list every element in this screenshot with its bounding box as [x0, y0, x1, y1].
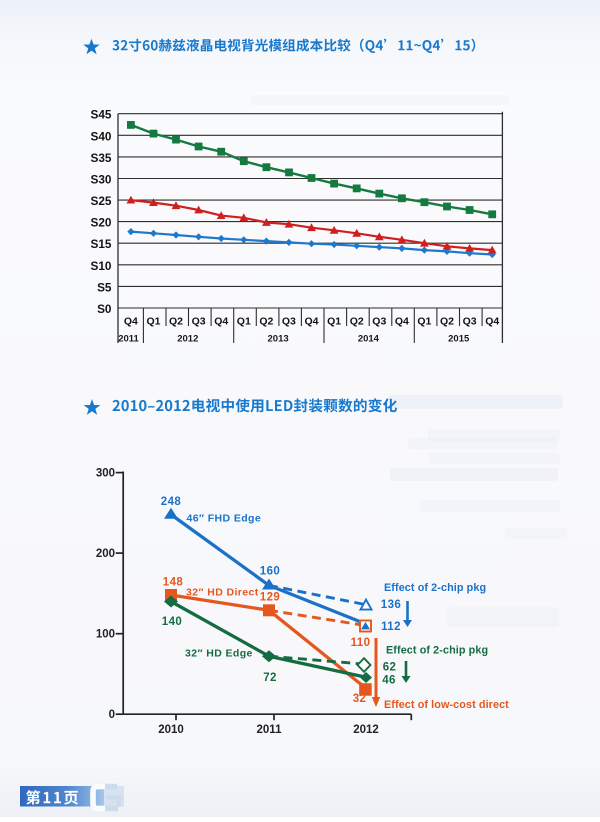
- svg-text:Effect of low-cost direct: Effect of low-cost direct: [384, 699, 509, 711]
- svg-text:112: 112: [381, 621, 401, 633]
- svg-text:Q4: Q4: [304, 316, 318, 328]
- svg-text:2011: 2011: [257, 724, 283, 736]
- svg-text:2012: 2012: [177, 334, 198, 345]
- svg-text:Effect of 2-chip pkg: Effect of 2-chip pkg: [386, 645, 488, 657]
- svg-text:Q3: Q3: [192, 316, 206, 328]
- svg-text:62: 62: [383, 662, 397, 674]
- svg-text:100: 100: [96, 629, 115, 641]
- svg-text:S0: S0: [97, 302, 112, 316]
- svg-text:46″ FHD Edge: 46″ FHD Edge: [187, 513, 262, 525]
- svg-text:Q1: Q1: [146, 316, 160, 328]
- svg-text:Q2: Q2: [440, 316, 454, 328]
- svg-text:Q3: Q3: [372, 316, 386, 328]
- svg-text:Q3: Q3: [463, 316, 477, 328]
- svg-text:S10: S10: [91, 259, 112, 273]
- svg-text:S25: S25: [91, 194, 112, 208]
- svg-text:46: 46: [382, 675, 396, 687]
- svg-text:2015: 2015: [448, 334, 470, 345]
- svg-text:S15: S15: [91, 237, 112, 251]
- svg-text:Q1: Q1: [417, 316, 431, 328]
- svg-text:2013: 2013: [268, 334, 289, 345]
- svg-text:200: 200: [96, 548, 115, 560]
- svg-text:S45: S45: [91, 108, 112, 122]
- svg-text:S40: S40: [91, 129, 112, 143]
- svg-text:Q1: Q1: [327, 316, 341, 328]
- svg-text:32″ HD Direct: 32″ HD Direct: [186, 587, 259, 599]
- svg-text:S35: S35: [91, 151, 112, 165]
- svg-text:Q3: Q3: [282, 316, 296, 328]
- svg-text:32: 32: [353, 693, 367, 705]
- svg-text:136: 136: [381, 599, 401, 611]
- svg-text:2010: 2010: [158, 724, 184, 736]
- svg-text:Q2: Q2: [350, 316, 364, 328]
- svg-text:110: 110: [351, 637, 371, 649]
- svg-text:Q4: Q4: [395, 316, 409, 328]
- svg-text:Q1: Q1: [237, 316, 251, 328]
- svg-text:300: 300: [96, 468, 115, 480]
- svg-text:Q2: Q2: [259, 316, 273, 328]
- svg-text:32″ HD Edge: 32″ HD Edge: [185, 648, 253, 660]
- svg-text:Q4: Q4: [124, 316, 138, 328]
- svg-text:Effect of 2-chip pkg: Effect of 2-chip pkg: [384, 582, 486, 594]
- svg-text:S30: S30: [91, 173, 112, 187]
- svg-text:2011: 2011: [118, 334, 139, 345]
- svg-text:129: 129: [260, 592, 280, 604]
- svg-text:140: 140: [162, 616, 182, 628]
- svg-text:Q2: Q2: [169, 316, 183, 328]
- svg-text:0: 0: [109, 709, 115, 721]
- svg-text:S20: S20: [91, 216, 112, 230]
- svg-text:72: 72: [263, 672, 277, 684]
- svg-text:148: 148: [163, 577, 184, 589]
- svg-text:2014: 2014: [358, 334, 380, 345]
- svg-text:2012: 2012: [353, 724, 379, 736]
- svg-text:160: 160: [260, 566, 280, 578]
- svg-text:S5: S5: [97, 280, 112, 294]
- svg-text:Q4: Q4: [485, 316, 499, 328]
- svg-text:248: 248: [161, 496, 182, 508]
- svg-text:Q4: Q4: [214, 316, 228, 328]
